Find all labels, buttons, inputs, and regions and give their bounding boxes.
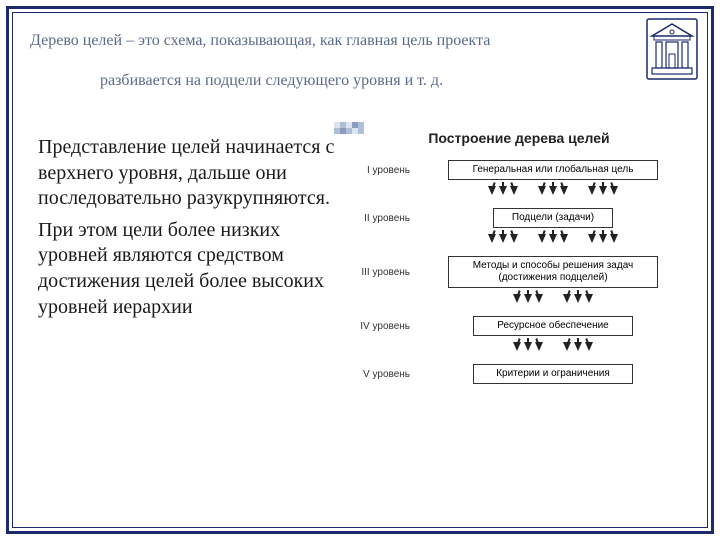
paragraph-2: При этом цели более низких уровней являю… bbox=[38, 218, 338, 320]
diagram-corner-decoration bbox=[334, 122, 364, 134]
level-label: V уровень bbox=[350, 369, 418, 380]
level-row-4: IV уровень Ресурсное обеспечение bbox=[350, 316, 688, 336]
level-label: II уровень bbox=[350, 213, 418, 224]
level-label: I уровень bbox=[350, 165, 418, 176]
arrows-3-4 bbox=[418, 294, 688, 316]
paragraph-1: Представление целей начинается с верхнег… bbox=[38, 135, 338, 212]
level-label: III уровень bbox=[350, 267, 418, 278]
level-box: Ресурсное обеспечение bbox=[473, 316, 633, 336]
institution-logo bbox=[646, 18, 698, 80]
level-label: IV уровень bbox=[350, 321, 418, 332]
body-text: Представление целей начинается с верхнег… bbox=[38, 135, 338, 326]
goal-tree-diagram: Построение дерева целей I уровень Генера… bbox=[350, 122, 688, 386]
arrows-1-2 bbox=[418, 186, 688, 208]
level-row-2: II уровень Подцели (задачи) bbox=[350, 208, 688, 228]
level-row-1: I уровень Генеральная или глобальная цел… bbox=[350, 160, 688, 180]
arrows-2-3 bbox=[418, 234, 688, 256]
level-box: Методы и способы решения задач(достижени… bbox=[448, 256, 658, 288]
level-box: Генеральная или глобальная цель bbox=[448, 160, 658, 180]
title-line-1: Дерево целей – это схема, показывающая, … bbox=[30, 32, 490, 49]
level-box: Подцели (задачи) bbox=[493, 208, 613, 228]
title-line-2: разбивается на подцели следующего уровня… bbox=[30, 68, 630, 94]
diagram-title: Построение дерева целей bbox=[350, 130, 688, 146]
level-row-5: V уровень Критерии и ограничения bbox=[350, 364, 688, 384]
slide-title: Дерево целей – это схема, показывающая, … bbox=[30, 28, 630, 93]
arrows-4-5 bbox=[418, 342, 688, 364]
level-row-3: III уровень Методы и способы решения зад… bbox=[350, 256, 688, 288]
level-box: Критерии и ограничения bbox=[473, 364, 633, 384]
